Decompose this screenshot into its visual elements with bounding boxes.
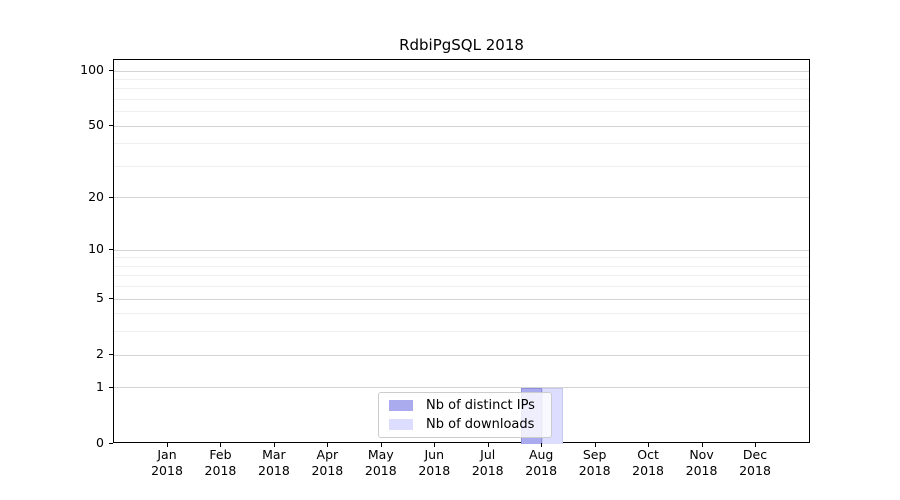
- x-tick-label: Nov 2018: [685, 447, 718, 478]
- y-tick-mark: [109, 70, 113, 71]
- x-tick-label: Feb 2018: [204, 447, 237, 478]
- legend-item-distinct-ips: Nb of distinct IPs: [385, 398, 545, 413]
- gridline-minor: [114, 313, 809, 315]
- gridline-minor: [114, 265, 809, 267]
- y-tick-label: 10: [88, 241, 104, 257]
- gridline-minor: [114, 286, 809, 288]
- y-tick-label: 5: [96, 290, 104, 306]
- y-tick-mark: [109, 298, 113, 300]
- x-tick-label: Apr 2018: [311, 447, 344, 478]
- gridline-minor: [114, 143, 809, 145]
- gridline-minor: [114, 111, 809, 113]
- y-tick-mark: [109, 386, 113, 388]
- legend-swatch-distinct-ips-icon: [389, 400, 413, 411]
- x-tick-mark: [220, 443, 222, 447]
- gridline-minor: [114, 88, 809, 90]
- x-tick-mark: [648, 443, 650, 447]
- x-tick-mark: [273, 443, 275, 447]
- x-tick-label: Aug 2018: [525, 447, 558, 478]
- x-tick-label: Sep 2018: [578, 447, 611, 478]
- gridline-major: [114, 298, 809, 300]
- y-tick-label: 1: [96, 378, 104, 394]
- gridline-major: [114, 387, 809, 389]
- y-tick-mark: [109, 196, 113, 198]
- x-tick-label: Oct 2018: [632, 447, 664, 478]
- y-tick-label: 50: [88, 117, 104, 133]
- x-tick-label: May 2018: [364, 447, 397, 478]
- gridline-minor: [114, 331, 809, 333]
- y-tick-mark: [109, 354, 113, 356]
- x-tick-mark: [594, 443, 596, 447]
- plot-area: [113, 59, 810, 444]
- y-tick-label: 100: [80, 62, 104, 77]
- gridline-minor: [114, 257, 809, 259]
- gridline-minor: [114, 165, 809, 167]
- x-tick-mark: [380, 443, 382, 447]
- legend: Nb of distinct IPs Nb of downloads: [378, 392, 552, 438]
- x-tick-mark: [541, 443, 543, 447]
- plot-canvas: [114, 60, 809, 444]
- legend-label-distinct-ips: Nb of distinct IPs: [426, 398, 535, 413]
- x-tick-label: Jan 2018: [151, 447, 183, 478]
- y-tick-label: 2: [96, 346, 104, 362]
- gridline-major: [114, 354, 809, 356]
- y-tick-label: 20: [88, 188, 104, 204]
- x-tick-mark: [167, 443, 168, 447]
- x-tick-mark: [434, 443, 436, 447]
- x-tick-mark: [327, 443, 329, 447]
- gridline-minor: [114, 275, 809, 277]
- legend-item-downloads: Nb of downloads: [385, 417, 545, 432]
- chart-title: RdbiPgSQL 2018: [399, 36, 524, 54]
- x-tick-label: Mar 2018: [258, 447, 290, 478]
- gridline-major: [114, 197, 809, 199]
- y-tick-mark: [109, 443, 113, 444]
- y-tick-label: 0: [96, 435, 104, 450]
- gridline-minor: [114, 78, 809, 80]
- gridline-major: [114, 70, 809, 72]
- x-tick-mark: [701, 443, 703, 447]
- x-tick-label: Jun 2018: [418, 447, 451, 478]
- legend-swatch-downloads-icon: [389, 419, 413, 430]
- y-tick-mark: [109, 125, 113, 127]
- gridline-minor: [114, 98, 809, 100]
- x-tick-label: Dec 2018: [739, 447, 771, 478]
- x-tick-label: Jul 2018: [471, 447, 504, 478]
- legend-label-downloads: Nb of downloads: [426, 417, 535, 432]
- gridline-major: [114, 125, 809, 127]
- x-tick-mark: [755, 443, 756, 447]
- y-tick-mark: [109, 249, 113, 251]
- x-tick-mark: [487, 443, 489, 447]
- gridline-major: [114, 249, 809, 251]
